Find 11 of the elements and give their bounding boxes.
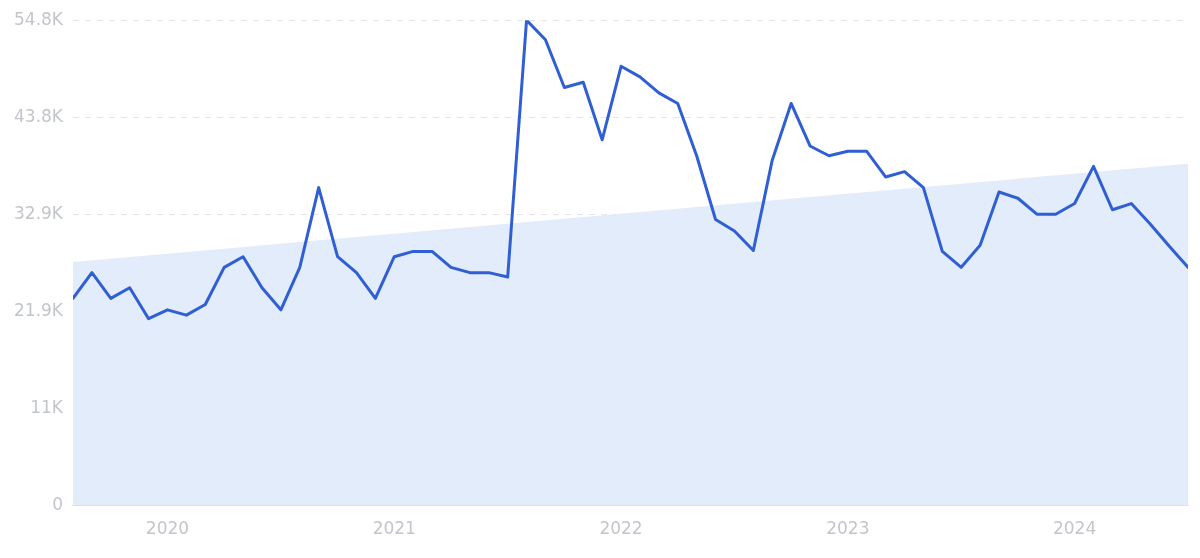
y-tick-label: 54.8K	[14, 8, 64, 29]
x-tick-label: 2020	[145, 518, 190, 539]
y-tick-label: 11K	[30, 396, 64, 417]
y-tick-label: 0	[52, 494, 63, 515]
x-tick-label: 2023	[826, 518, 870, 539]
x-tick-label: 2024	[1052, 518, 1097, 539]
x-tick-label: 2021	[372, 518, 416, 539]
x-tick-label: 2022	[599, 518, 643, 539]
y-tick-label: 43.8K	[14, 105, 64, 126]
y-tick-label: 21.9K	[14, 299, 64, 320]
y-tick-label: 32.9K	[14, 202, 64, 223]
